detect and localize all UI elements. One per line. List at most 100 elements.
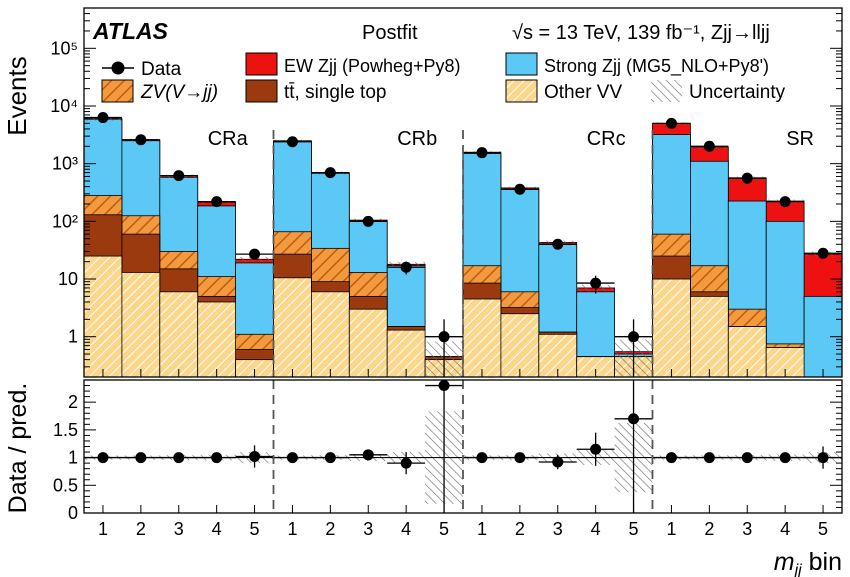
x-tick-label: 3	[742, 519, 752, 539]
x-tick-label: 2	[515, 519, 525, 539]
data-point-6	[286, 136, 298, 148]
legend-label-strong: Strong Zjj (MG5_NLO+Py8')	[544, 56, 769, 77]
data-point-16	[665, 117, 677, 129]
data-point-1	[97, 112, 109, 124]
legend: Data EW Zjj (Powheg+Py8) Strong Zjj (MG5…	[101, 52, 786, 103]
region-dividers	[272, 130, 654, 513]
data-point-19	[779, 196, 791, 208]
data-point-14	[590, 277, 602, 289]
stacked-histogram	[84, 118, 842, 377]
bar-other-vv-4	[197, 301, 236, 377]
bar-other-vv-18	[727, 326, 767, 377]
y-axis-title: Events	[2, 56, 32, 136]
data-point-9	[400, 261, 412, 273]
data-point-17	[703, 140, 715, 152]
region-label-cra: CRa	[208, 128, 249, 150]
ratio-point-2	[135, 452, 147, 464]
bar-other-vv-3	[159, 291, 199, 377]
ratio-point-14	[590, 443, 602, 455]
data-point-20	[817, 247, 829, 259]
ratio-tick-label: 1	[68, 448, 78, 468]
ratio-point-7	[324, 452, 336, 464]
region-label-crb: CRb	[397, 128, 437, 150]
ratio-point-12	[514, 452, 526, 464]
x-tick-label: 5	[818, 519, 828, 539]
ratio-point-6	[286, 452, 298, 464]
main-y-axis: 1 10 10² 10³ 10⁴ 10⁵	[50, 7, 842, 378]
legend-item-othervv: Other VV	[505, 79, 622, 103]
x-tick-label: 4	[591, 519, 601, 539]
experiment-label: ATLAS	[92, 18, 169, 44]
x-tick-label: 3	[553, 519, 563, 539]
data-point-4	[211, 196, 223, 208]
x-tick-label: 2	[136, 519, 146, 539]
legend-label-uncertainty: Uncertainty	[689, 82, 786, 103]
x-tick-label: 1	[287, 519, 297, 539]
ratio-point-20	[817, 452, 829, 464]
x-tick-label: 3	[363, 519, 373, 539]
data-point-5	[249, 248, 261, 260]
ratio-point-10	[438, 380, 450, 392]
ratio-axis-title: Data / pred.	[4, 383, 32, 514]
x-tick-label: 4	[401, 519, 411, 539]
data-point-12	[514, 183, 526, 195]
legend-item-ew: EW Zjj (Powheg+Py8)	[245, 52, 461, 76]
y-tick-label: 1	[68, 327, 78, 347]
x-tick-label: 4	[780, 519, 790, 539]
ratio-tick-label: 1.5	[53, 420, 78, 440]
data-points	[84, 112, 842, 377]
ratio-tick-label: 0.5	[53, 475, 78, 495]
bar-other-vv-2	[121, 272, 161, 377]
x-tick-label: 2	[704, 519, 714, 539]
y-tick-label: 10⁵	[51, 38, 78, 58]
legend-item-data: Data	[102, 59, 182, 80]
ratio-point-3	[173, 452, 185, 464]
legend-label-data: Data	[141, 59, 182, 80]
x-tick-label: 1	[98, 519, 108, 539]
x-tick-label: 5	[629, 519, 639, 539]
bar-other-vv-8	[348, 308, 388, 377]
data-point-18	[741, 172, 753, 184]
data-point-13	[552, 238, 564, 250]
bar-other-vv-11	[462, 298, 502, 377]
main-frame	[83, 7, 843, 378]
x-tick-label: 1	[477, 519, 487, 539]
energy-label: √s = 13 TeV, 139 fb⁻¹, Zjj→lljj	[512, 22, 770, 44]
x-tick-label: 3	[174, 519, 184, 539]
legend-item-strong: Strong Zjj (MG5_NLO+Py8')	[505, 52, 769, 77]
y-tick-label: 10³	[52, 154, 78, 174]
legend-item-uncertainty: Uncertainty	[651, 80, 786, 103]
ratio-point-15	[628, 413, 640, 425]
y-tick-label: 10⁴	[50, 96, 78, 116]
ratio-y-axis: 0 0.5 1 1.5 2	[53, 379, 842, 523]
bar-other-vv-7	[310, 291, 350, 377]
ratio-point-17	[703, 452, 715, 464]
legend-label-othervv: Other VV	[544, 82, 622, 103]
legend-label-zv: ZV(V→jj)	[140, 82, 218, 103]
bar-other-vv-17	[690, 295, 729, 377]
ratio-point-11	[476, 452, 488, 464]
x-tick-label: 5	[439, 519, 449, 539]
ratio-points	[84, 380, 842, 513]
x-tick-label: 2	[325, 519, 335, 539]
x-axis-title: mjj bin	[774, 548, 842, 577]
region-label-sr: SR	[786, 128, 814, 150]
data-point-11	[476, 147, 488, 159]
region-label-crc: CRc	[587, 128, 626, 150]
ratio-point-4	[211, 452, 223, 464]
data-point-3	[173, 170, 185, 182]
ratio-point-1	[97, 452, 109, 464]
x-tick-label: 5	[250, 519, 260, 539]
data-point-10	[438, 331, 450, 343]
x-tick-label: 4	[212, 519, 222, 539]
ratio-point-18	[741, 452, 753, 464]
ratio-point-9	[400, 457, 412, 469]
legend-label-ew: EW Zjj (Powheg+Py8)	[284, 56, 461, 76]
bar-other-vv-1	[84, 255, 123, 377]
bar-other-vv-16	[652, 278, 691, 377]
x-tick-label: 1	[666, 519, 676, 539]
y-tick-label: 10²	[52, 211, 78, 231]
data-point-2	[135, 134, 147, 146]
ratio-tick-label: 0	[68, 503, 78, 523]
